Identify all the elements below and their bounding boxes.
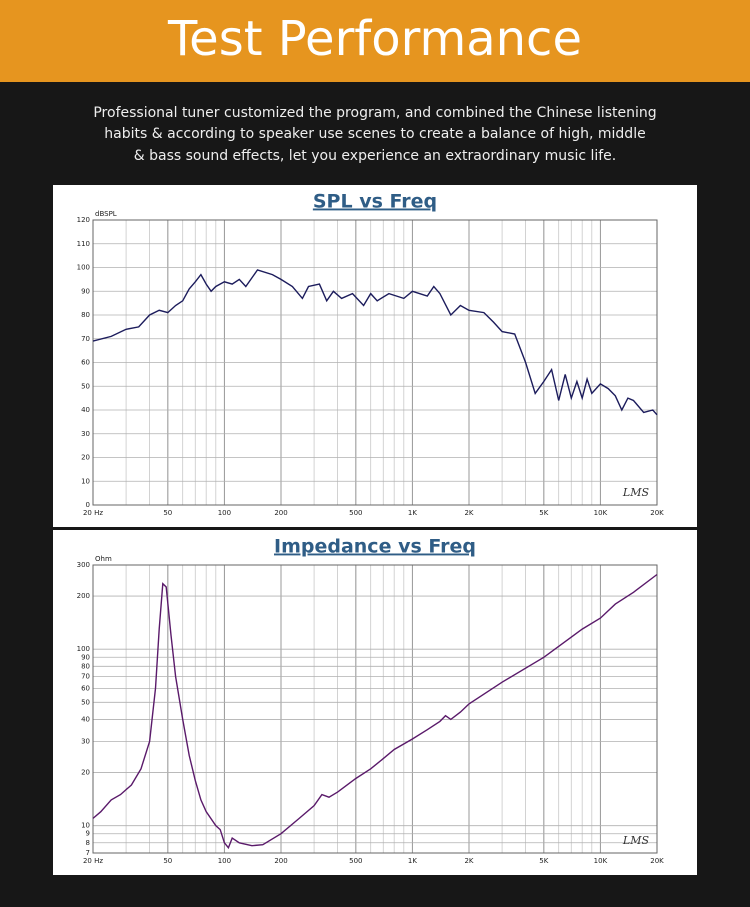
header-band xyxy=(0,0,750,82)
chart-title: SPL vs Freq xyxy=(313,191,437,213)
x-tick-label: 50 xyxy=(163,857,172,865)
y-tick-label: 300 xyxy=(77,561,90,569)
y-tick-label: 90 xyxy=(81,653,90,661)
y-tick-label: 100 xyxy=(77,645,90,653)
y-tick-label: 20 xyxy=(81,769,90,777)
y-tick-label: 90 xyxy=(81,287,90,295)
chart-panel xyxy=(53,185,697,527)
x-tick-label: 200 xyxy=(274,509,287,517)
y-tick-label: 100 xyxy=(77,264,90,272)
y-tick-label: 60 xyxy=(81,684,90,692)
chart-title: Impedance vs Freq xyxy=(274,536,476,558)
y-tick-label: 60 xyxy=(81,359,90,367)
y-tick-label: 30 xyxy=(81,737,90,745)
x-tick-label: 20 Hz xyxy=(83,857,103,865)
x-tick-label: 500 xyxy=(349,857,362,865)
data-line xyxy=(92,573,658,850)
y-tick-label: 70 xyxy=(81,673,90,681)
y-tick-label: 40 xyxy=(81,406,90,414)
y-tick-label: 20 xyxy=(81,454,90,462)
y-tick-label: 8 xyxy=(86,839,90,847)
x-tick-label: 20K xyxy=(650,857,664,865)
y-tick-label: 7 xyxy=(86,849,90,857)
y-axis-label: Ohm xyxy=(95,555,112,563)
y-tick-label: 200 xyxy=(77,592,90,600)
y-tick-label: 70 xyxy=(81,335,90,343)
x-tick-label: 5K xyxy=(539,857,548,865)
y-tick-label: 120 xyxy=(77,216,90,224)
y-tick-label: 50 xyxy=(81,698,90,706)
x-tick-label: 10K xyxy=(594,857,608,865)
watermark: LMS xyxy=(622,834,650,847)
x-tick-label: 2K xyxy=(464,509,473,517)
x-tick-label: 50 xyxy=(163,509,172,517)
y-tick-label: 0 xyxy=(86,501,90,509)
x-tick-label: 20K xyxy=(650,509,664,517)
plot-frame xyxy=(92,564,658,854)
x-tick-label: 100 xyxy=(218,509,231,517)
y-tick-label: 30 xyxy=(81,430,90,438)
x-tick-label: 200 xyxy=(274,857,287,865)
y-axis-label: dBSPL xyxy=(95,210,117,218)
x-tick-label: 100 xyxy=(218,857,231,865)
y-tick-label: 10 xyxy=(81,477,90,485)
y-tick-label: 40 xyxy=(81,715,90,723)
x-tick-label: 500 xyxy=(349,509,362,517)
y-tick-label: 80 xyxy=(81,662,90,670)
x-tick-label: 20 Hz xyxy=(83,509,103,517)
description-line: & bass sound effects, let you experience… xyxy=(134,148,617,164)
y-tick-label: 50 xyxy=(81,382,90,390)
y-tick-label: 9 xyxy=(86,830,90,838)
x-tick-label: 1K xyxy=(408,509,417,517)
watermark: LMS xyxy=(622,486,650,499)
data-line xyxy=(92,269,658,416)
description-line: Professional tuner customized the progra… xyxy=(93,105,656,121)
x-tick-label: 2K xyxy=(464,857,473,865)
plot-frame xyxy=(92,219,658,506)
x-tick-label: 10K xyxy=(594,509,608,517)
x-tick-label: 1K xyxy=(408,857,417,865)
y-tick-label: 110 xyxy=(77,240,90,248)
y-tick-label: 10 xyxy=(81,822,90,830)
header-title: Test Performance xyxy=(167,11,582,67)
x-tick-label: 5K xyxy=(539,509,548,517)
description-line: habits & according to speaker use scenes… xyxy=(104,126,645,142)
y-tick-label: 80 xyxy=(81,311,90,319)
